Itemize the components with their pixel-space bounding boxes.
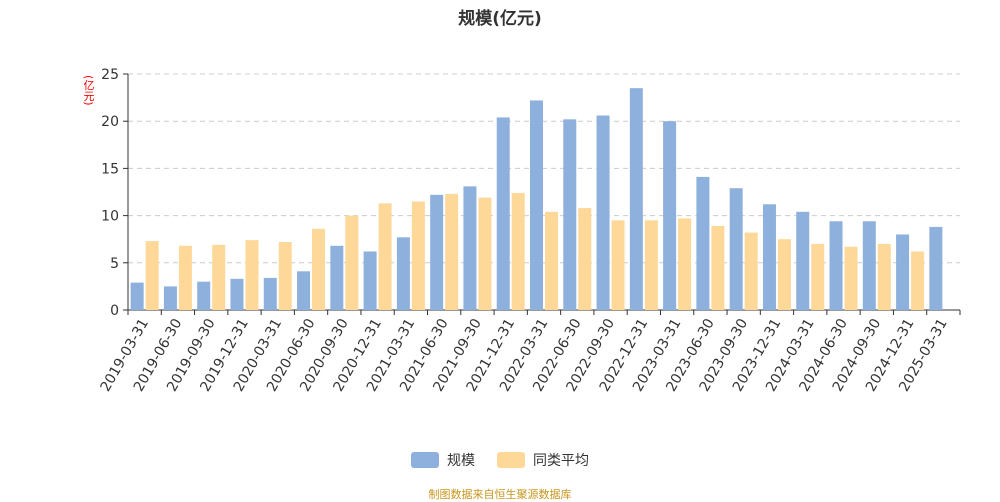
legend: 规模 同类平均	[0, 450, 1000, 470]
bar-size	[463, 186, 477, 310]
bar-size	[896, 234, 910, 310]
bar-peer-average	[811, 243, 825, 310]
bar-peer-average	[911, 251, 925, 310]
legend-swatch-size	[411, 452, 439, 468]
bar-peer-average	[411, 201, 425, 310]
bar-size	[297, 271, 311, 310]
bar-size	[496, 117, 510, 310]
bar-size	[929, 226, 943, 310]
bar-size	[796, 211, 810, 310]
bar-peer-average	[877, 243, 891, 310]
y-tick-label: 5	[110, 256, 119, 272]
legend-label: 同类平均	[533, 453, 589, 469]
legend-label: 规模	[447, 453, 475, 469]
bar-peer-average	[844, 246, 858, 310]
y-tick-label: 25	[101, 67, 119, 83]
bar-size	[762, 204, 776, 310]
bar-peer-average	[478, 197, 492, 310]
bar-size	[396, 237, 410, 310]
bar-peer-average	[644, 220, 658, 310]
bar-size	[363, 251, 377, 310]
y-tick-label: 15	[101, 161, 119, 177]
bar-size	[230, 278, 244, 310]
y-axis-unit-label: (亿元)	[82, 75, 95, 106]
bar-size	[163, 286, 177, 310]
bar-size	[596, 115, 610, 310]
legend-swatch-peer-average	[497, 452, 525, 468]
y-tick-label: 0	[110, 303, 119, 319]
bar-size	[130, 282, 144, 310]
legend-item-peer-average[interactable]: 同类平均	[497, 450, 589, 470]
chart-title: 规模(亿元)	[458, 9, 542, 29]
bar-size	[629, 88, 643, 310]
bar-size	[530, 100, 543, 310]
bar-peer-average	[744, 232, 758, 310]
bar-peer-average	[212, 244, 226, 310]
bar-size	[729, 188, 743, 310]
bar-size	[696, 176, 710, 310]
bar-size	[829, 221, 843, 310]
bar-size	[862, 221, 876, 310]
bar-size	[197, 281, 211, 310]
bar-peer-average	[678, 218, 692, 310]
bar-peer-average	[245, 240, 259, 310]
bar-peer-average	[777, 239, 791, 310]
y-tick-label: 20	[101, 114, 119, 130]
bar-peer-average	[178, 245, 192, 310]
bar-peer-average	[445, 193, 459, 310]
data-source-note: 制图数据来自恒生聚源数据库	[428, 488, 572, 501]
bar-peer-average	[511, 192, 525, 310]
bar-size	[430, 194, 444, 310]
bar-peer-average	[545, 211, 558, 310]
bar-peer-average	[611, 220, 625, 310]
bar-size	[263, 277, 277, 310]
y-tick-label: 10	[101, 209, 119, 225]
bar-peer-average	[312, 228, 326, 310]
bar-size	[563, 119, 577, 310]
legend-item-size[interactable]: 规模	[411, 450, 475, 470]
bar-peer-average	[278, 242, 292, 310]
bar-peer-average	[711, 225, 725, 310]
bar-peer-average	[378, 203, 392, 310]
bar-peer-average	[345, 215, 359, 310]
bar-peer-average	[145, 241, 159, 310]
bar-size	[330, 245, 344, 310]
bar-peer-average	[578, 208, 592, 310]
bar-size	[663, 121, 677, 310]
